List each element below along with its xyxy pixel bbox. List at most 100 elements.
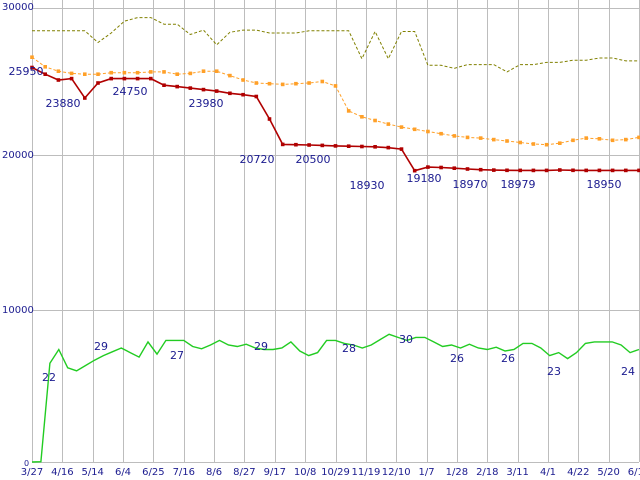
data-point-marker [122, 70, 127, 75]
data-point-marker [439, 165, 443, 170]
data-point-marker [597, 168, 602, 173]
upper-price-panel [30, 17, 640, 173]
data-point-marker [624, 168, 628, 173]
data-point-marker [610, 168, 615, 173]
y-tick-0: 0 [24, 459, 29, 468]
volume-value-label-3: 29 [254, 340, 268, 353]
data-point-marker [122, 76, 127, 81]
high-band-series [32, 17, 639, 73]
volume-value-label-7: 26 [501, 352, 515, 365]
data-point-marker [571, 138, 575, 143]
price-value-label-9: 18979 [501, 178, 536, 191]
x-tick-5-20: 5/20 [597, 467, 619, 478]
data-point-marker [386, 122, 391, 126]
data-point-marker [56, 78, 61, 82]
data-point-marker [505, 168, 509, 173]
upper-point-labels: 25950 23880 24750 23980 20720 20500 18930 19180… [9, 65, 622, 192]
data-point-marker [412, 127, 417, 132]
x-axis-tick-labels: 3/27 4/16 5/14 6/4 6/25 7/16 8/6 8/27 9/17 10/8 10… [21, 467, 640, 478]
x-tick-4-1: 4/1 [540, 467, 556, 478]
data-point-marker [333, 144, 338, 148]
x-tick-4-16: 4/16 [51, 467, 73, 478]
data-point-marker [465, 135, 470, 140]
y-tick-10000: 10000 [2, 305, 34, 316]
data-point-marker [162, 83, 166, 87]
data-point-marker [188, 86, 193, 90]
price-value-label-5: 20500 [296, 153, 331, 166]
data-point-marker [531, 168, 536, 173]
x-tick-7-16: 7/16 [173, 467, 195, 478]
data-point-marker [558, 141, 562, 145]
data-point-marker [571, 168, 575, 173]
data-point-marker [254, 94, 259, 99]
data-point-marker [558, 168, 562, 172]
data-point-marker [83, 72, 87, 76]
mid-band-markers [30, 55, 640, 147]
data-point-marker [412, 168, 417, 173]
data-point-marker [426, 165, 430, 169]
data-point-marker [109, 70, 113, 75]
x-tick-3-11: 3/11 [506, 467, 528, 478]
data-point-marker [201, 69, 206, 73]
data-point-marker [307, 81, 311, 85]
price-value-label-7: 19180 [407, 172, 442, 185]
x-tick-12-10: 12/10 [382, 467, 411, 478]
data-point-marker [584, 168, 588, 173]
lower-volume-panel [31, 333, 640, 463]
y-axis-tick-labels: 30000 20000 10000 0 [2, 2, 34, 468]
data-point-marker [544, 168, 549, 173]
data-point-marker [149, 70, 153, 74]
volume-value-label-0: 22 [42, 371, 56, 384]
data-point-marker [518, 168, 522, 173]
data-point-marker [175, 84, 179, 89]
data-point-marker [201, 87, 206, 92]
volume-value-label-9: 24 [621, 365, 635, 378]
price-value-label-6: 18930 [350, 179, 385, 192]
data-point-marker [43, 65, 47, 69]
data-point-marker [280, 142, 285, 147]
data-point-marker [294, 142, 298, 147]
x-tick-1-28: 1/28 [446, 467, 468, 478]
data-point-marker [149, 76, 153, 81]
data-point-marker [452, 166, 457, 170]
data-point-marker [294, 81, 298, 86]
data-point-marker [426, 129, 430, 134]
data-point-marker [399, 147, 404, 151]
data-point-marker [452, 134, 457, 138]
volume-value-label-2: 27 [170, 349, 184, 362]
data-point-marker [214, 69, 219, 73]
data-point-marker [241, 78, 245, 82]
data-point-marker [162, 70, 166, 74]
x-tick-2-18: 2/18 [476, 467, 498, 478]
price-value-label-3: 23980 [189, 97, 224, 110]
lower-point-labels: 22 29 27 29 28 30 26 26 23 24 [42, 333, 635, 384]
data-point-marker [531, 142, 536, 146]
data-point-marker [478, 136, 483, 140]
x-tick-6-4: 6/4 [115, 467, 131, 478]
data-point-marker [69, 71, 74, 76]
data-point-marker [228, 91, 232, 96]
data-point-marker [360, 144, 364, 149]
data-point-marker [637, 135, 640, 140]
x-tick-10-29: 10/29 [321, 467, 350, 478]
y-tick-20000: 20000 [2, 150, 34, 161]
data-point-marker [610, 138, 615, 143]
grid-lines [32, 0, 640, 463]
volume-value-label-4: 28 [342, 342, 356, 355]
data-point-marker [267, 117, 272, 121]
price-value-label-0: 25950 [9, 65, 44, 78]
data-point-marker [109, 76, 113, 81]
data-point-marker [346, 144, 351, 148]
data-point-marker [30, 55, 34, 59]
data-point-marker [175, 72, 179, 76]
data-point-marker [188, 71, 193, 76]
data-point-marker [465, 167, 470, 171]
x-tick-11-19: 11/19 [351, 467, 380, 478]
price-line-markers [30, 65, 640, 173]
data-point-marker [333, 84, 338, 88]
data-point-marker [307, 143, 311, 147]
data-point-marker [56, 69, 61, 73]
data-point-marker [624, 137, 628, 142]
